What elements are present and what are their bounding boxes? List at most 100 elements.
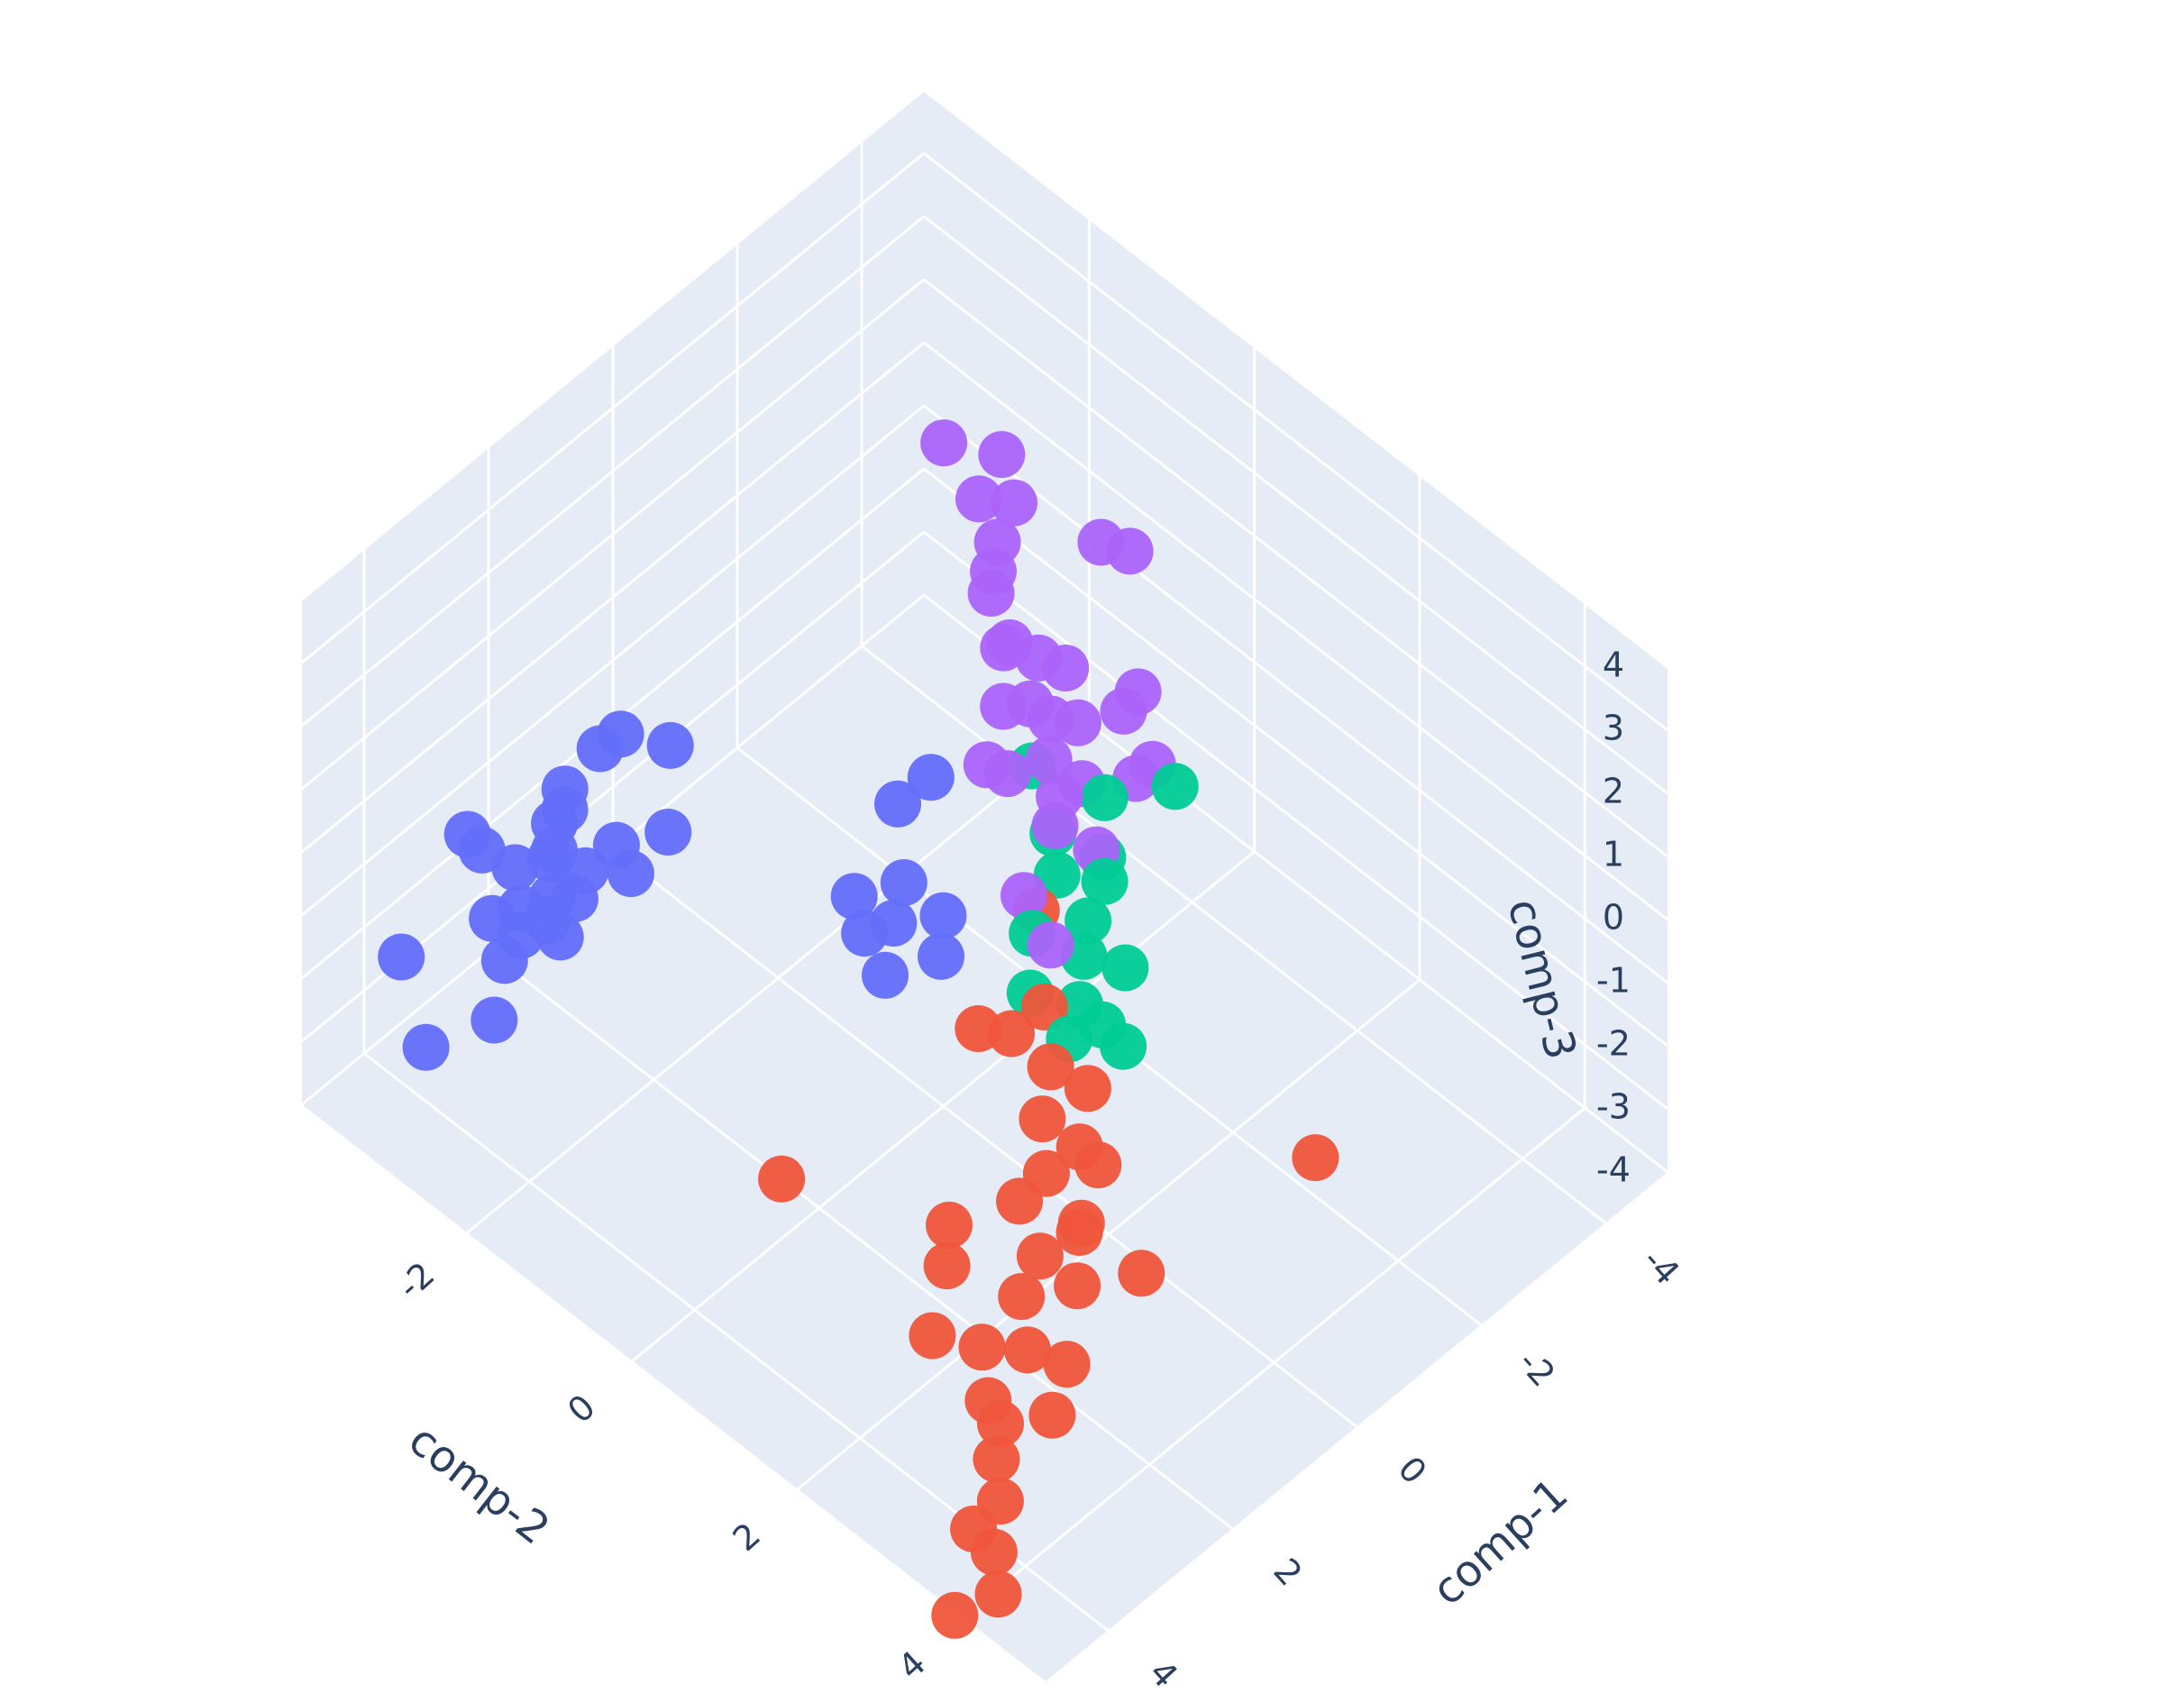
data-point-series-4 — [1020, 984, 1068, 1030]
grid-line-z-wall-y — [301, 404, 925, 917]
grid-line-z-wall-y — [301, 151, 925, 664]
grid-line-z-wall-y — [301, 341, 925, 854]
z-tick-label: -1 — [1596, 961, 1631, 1001]
data-point-series-3 — [1065, 897, 1112, 945]
grid-line-z-wall-x — [923, 467, 1668, 1048]
data-point-series-1 — [498, 911, 545, 959]
data-point-series-4 — [1004, 1326, 1051, 1374]
y-tick-label: 2 — [726, 1515, 768, 1559]
data-point-series-4 — [1292, 1134, 1339, 1182]
x-tick-label: 2 — [1266, 1551, 1310, 1593]
data-point-series-1 — [919, 892, 967, 939]
grid-line-y-floor — [631, 850, 1256, 1362]
grid-line-x-floor — [612, 848, 1357, 1428]
grid-line-z-wall-x — [923, 278, 1668, 858]
grid-line-z-wall-x — [923, 530, 1668, 1111]
grid-line-y-floor — [962, 1106, 1586, 1619]
data-point-series-4 — [1027, 1043, 1074, 1091]
data-point-series-4 — [1074, 1141, 1122, 1189]
data-point-series-2 — [978, 431, 1026, 479]
x-axis-title: comp-1 — [1422, 1469, 1577, 1616]
data-point-series-1 — [471, 996, 518, 1044]
grid-line-y-floor — [466, 722, 1091, 1234]
data-point-series-1 — [830, 873, 878, 920]
grid-line-z-wall-y — [301, 278, 925, 791]
data-point-series-1 — [880, 859, 928, 906]
data-point-series-4 — [1019, 1095, 1066, 1143]
grid-line-y-floor — [797, 978, 1421, 1490]
data-point-series-2 — [991, 479, 1037, 526]
z-tick-label: 4 — [1603, 645, 1624, 685]
data-point-series-1 — [378, 933, 425, 981]
data-point-series-3 — [1081, 774, 1129, 821]
data-point-series-1 — [402, 1023, 450, 1071]
data-point-series-4 — [1043, 1341, 1091, 1388]
data-point-series-1 — [597, 710, 644, 758]
data-point-series-1 — [646, 721, 694, 769]
data-point-series-4 — [923, 1242, 971, 1290]
data-point-series-4 — [998, 1273, 1046, 1321]
z-tick-label: 2 — [1603, 772, 1624, 811]
data-point-series-4 — [974, 1570, 1022, 1618]
data-point-series-4 — [958, 1323, 1006, 1371]
data-point-series-4 — [1028, 1391, 1076, 1439]
data-point-series-4 — [931, 1591, 979, 1639]
data-point-series-2 — [1025, 736, 1073, 783]
x-tick-label: 4 — [1141, 1653, 1185, 1695]
z-tick-label: -4 — [1596, 1150, 1631, 1190]
grid-line-z-wall-x — [923, 404, 1668, 984]
data-point-series-2 — [1027, 921, 1074, 969]
data-point-series-3 — [1151, 763, 1199, 810]
data-point-series-2 — [955, 475, 1002, 523]
data-point-series-3 — [1101, 944, 1149, 992]
y-axis-title: comp-2 — [399, 1415, 559, 1554]
data-point-series-4 — [758, 1155, 806, 1203]
data-point-series-1 — [870, 900, 918, 947]
data-point-series-2 — [1031, 802, 1079, 849]
z-tick-label: 0 — [1603, 898, 1624, 938]
data-point-series-4 — [996, 1177, 1043, 1225]
data-point-series-4 — [1064, 1065, 1111, 1112]
data-point-series-2 — [980, 682, 1028, 730]
data-point-series-4 — [926, 1201, 973, 1249]
y-tick-label: -2 — [390, 1254, 443, 1306]
z-tick-label: -2 — [1596, 1024, 1631, 1064]
data-point-series-4 — [1054, 1262, 1101, 1310]
data-point-series-2 — [963, 741, 1010, 789]
data-point-series-4 — [1118, 1250, 1165, 1297]
grid-line-z-wall-x — [923, 341, 1668, 921]
data-point-series-3 — [1081, 857, 1129, 905]
data-point-series-2 — [1015, 634, 1063, 682]
data-point-series-2 — [1100, 687, 1147, 735]
y-tick-label: 0 — [560, 1387, 602, 1431]
data-point-series-1 — [644, 809, 692, 856]
data-point-series-1 — [918, 932, 964, 980]
data-point-series-4 — [970, 1528, 1018, 1576]
data-point-series-4 — [1016, 1232, 1064, 1280]
grid-line-z-wall-y — [301, 215, 925, 728]
data-point-series-1 — [458, 826, 506, 874]
data-point-series-4 — [1055, 1209, 1103, 1256]
grid-line-x-floor — [488, 950, 1233, 1530]
data-point-series-1 — [536, 913, 584, 961]
z-tick-label: 1 — [1603, 835, 1624, 874]
grid-line-z-wall-x — [923, 215, 1668, 795]
z-tick-label: -3 — [1596, 1087, 1631, 1127]
data-point-series-4 — [973, 1435, 1020, 1483]
x-tick-label: 0 — [1390, 1449, 1434, 1491]
data-point-series-2 — [1001, 872, 1047, 920]
grid-line-z-wall-x — [923, 151, 1668, 732]
data-point-series-2 — [920, 419, 968, 467]
grid-line-z-wall-x — [923, 88, 1668, 669]
data-point-series-1 — [541, 786, 589, 834]
data-point-series-1 — [907, 754, 955, 801]
data-point-series-2 — [1106, 527, 1154, 575]
data-point-series-1 — [874, 780, 921, 828]
data-point-series-2 — [967, 570, 1015, 617]
data-point-series-1 — [862, 951, 909, 999]
z-tick-label: 3 — [1603, 709, 1624, 748]
x-tick-label: -2 — [1511, 1342, 1563, 1395]
data-point-series-2 — [980, 624, 1028, 672]
